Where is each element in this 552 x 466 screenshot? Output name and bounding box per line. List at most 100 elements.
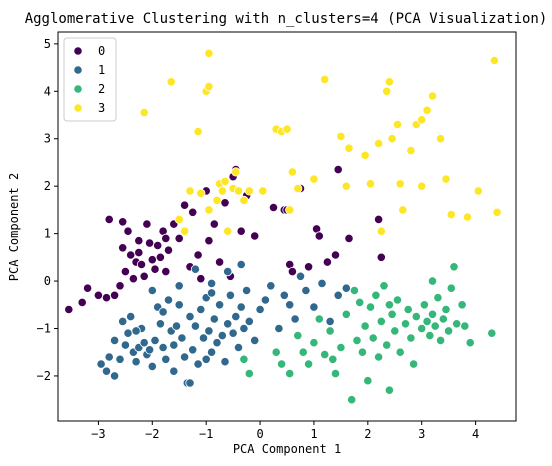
data-point-cluster-2 (285, 368, 295, 379)
legend-label-1: 1 (98, 63, 105, 77)
data-point-cluster-1 (110, 371, 120, 381)
data-point-cluster-1 (180, 352, 190, 362)
data-point-cluster-2 (271, 347, 281, 357)
data-point-cluster-3 (492, 207, 502, 217)
legend-label-0: 0 (98, 44, 105, 58)
data-point-cluster-1 (225, 290, 235, 300)
data-point-cluster-0 (142, 219, 152, 229)
data-point-cluster-2 (411, 311, 421, 322)
data-point-cluster-3 (387, 134, 397, 144)
data-point-cluster-1 (255, 304, 265, 315)
data-point-cluster-3 (406, 146, 416, 156)
data-point-cluster-2 (395, 347, 405, 357)
data-point-cluster-3 (180, 226, 190, 236)
data-point-cluster-2 (347, 395, 357, 405)
y-axis-label: PCA Component 2 (7, 173, 21, 281)
data-point-cluster-3 (462, 212, 473, 222)
data-point-cluster-2 (357, 347, 367, 357)
data-point-cluster-1 (333, 290, 343, 300)
data-point-cluster-2 (384, 300, 394, 310)
legend: 0 1 2 3 (63, 37, 117, 122)
data-point-cluster-2 (441, 304, 451, 315)
y-tick-label: −1 (37, 321, 51, 335)
data-point-cluster-0 (147, 255, 157, 265)
data-point-cluster-3 (489, 55, 499, 66)
data-point-cluster-1 (239, 323, 249, 334)
data-point-cluster-2 (425, 330, 435, 341)
data-point-cluster-2 (293, 330, 303, 341)
data-point-cluster-2 (435, 335, 446, 345)
data-point-cluster-3 (384, 77, 394, 87)
data-point-cluster-3 (417, 115, 427, 125)
data-point-cluster-2 (314, 314, 324, 324)
data-point-cluster-1 (126, 311, 136, 322)
data-point-cluster-1 (161, 354, 171, 364)
data-point-cluster-2 (403, 304, 413, 315)
x-tick-label: 1 (310, 427, 317, 441)
data-point-cluster-1 (228, 328, 238, 338)
data-point-cluster-0 (314, 231, 324, 241)
data-point-cluster-2 (239, 354, 249, 364)
data-point-cluster-1 (150, 335, 160, 345)
x-tick-label: 3 (418, 427, 425, 441)
data-point-cluster-0 (118, 243, 128, 253)
legend-marker-3 (73, 103, 83, 113)
data-point-cluster-0 (123, 226, 133, 236)
data-point-cluster-3 (398, 205, 408, 215)
data-point-cluster-2 (427, 276, 438, 286)
data-point-cluster-3 (382, 86, 392, 96)
data-point-cluster-2 (446, 283, 456, 293)
data-point-cluster-3 (185, 186, 195, 196)
data-point-cluster-1 (96, 359, 106, 369)
x-tick-label: 4 (472, 427, 479, 441)
data-point-cluster-2 (371, 290, 381, 300)
legend-label-3: 3 (98, 101, 105, 115)
data-point-cluster-2 (355, 297, 365, 307)
data-point-cluster-2 (330, 368, 341, 379)
data-point-cluster-2 (460, 321, 470, 331)
y-tick-label: 3 (44, 132, 51, 146)
data-point-cluster-3 (360, 150, 370, 160)
legend-marker-2 (73, 84, 83, 94)
data-point-cluster-2 (387, 309, 397, 319)
data-point-cluster-3 (336, 131, 346, 141)
data-point-cluster-1 (231, 311, 241, 322)
data-point-cluster-3 (174, 214, 184, 224)
data-point-cluster-3 (204, 82, 214, 92)
data-point-cluster-1 (309, 302, 319, 312)
data-point-cluster-2 (390, 326, 400, 336)
data-point-cluster-0 (104, 214, 114, 224)
data-point-cluster-1 (174, 281, 184, 291)
data-point-cluster-3 (395, 179, 405, 189)
data-point-cluster-0 (303, 262, 314, 272)
data-point-cluster-1 (250, 335, 260, 345)
data-point-cluster-1 (163, 295, 174, 305)
data-point-cluster-1 (131, 326, 141, 336)
x-tick-label: −2 (145, 427, 159, 441)
data-point-cluster-3 (373, 138, 384, 149)
data-point-cluster-0 (77, 297, 87, 307)
data-point-cluster-2 (400, 319, 411, 329)
points-layer (64, 48, 502, 405)
data-point-cluster-2 (457, 300, 467, 310)
data-point-cluster-1 (123, 328, 133, 338)
data-point-cluster-1 (158, 307, 168, 317)
data-point-cluster-1 (174, 300, 184, 310)
data-point-cluster-3 (422, 105, 432, 115)
data-point-cluster-1 (147, 361, 157, 371)
legend-frame (63, 37, 117, 122)
data-point-cluster-1 (201, 354, 211, 364)
data-point-cluster-0 (93, 290, 104, 300)
data-point-cluster-1 (233, 342, 244, 353)
chart-title: Agglomerative Clustering with n_clusters… (25, 11, 548, 27)
data-point-cluster-3 (441, 174, 451, 184)
data-point-cluster-0 (250, 231, 260, 241)
data-point-cluster-1 (188, 345, 198, 355)
data-point-cluster-2 (452, 319, 462, 329)
data-point-cluster-3 (239, 195, 249, 205)
y-tick-label: −2 (37, 369, 51, 383)
data-point-cluster-2 (379, 281, 389, 291)
data-point-cluster-1 (177, 333, 187, 343)
data-point-cluster-2 (303, 359, 314, 369)
data-point-cluster-1 (207, 278, 217, 288)
